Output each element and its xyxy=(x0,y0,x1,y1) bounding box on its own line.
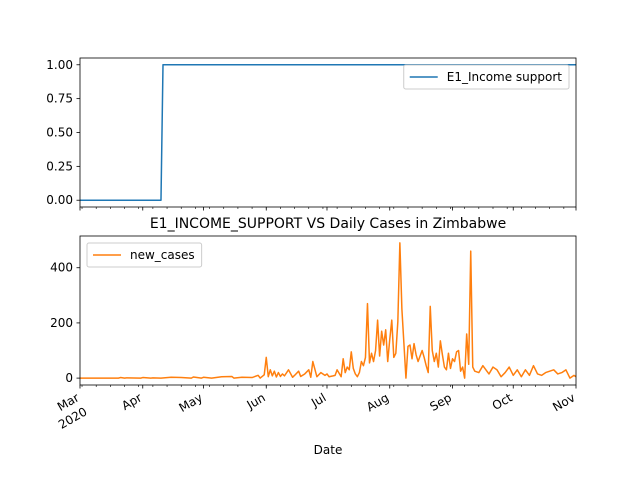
x-axis-label: Date xyxy=(314,443,343,457)
y-tick-label: 1.00 xyxy=(46,58,73,72)
top-legend-label: E1_Income support xyxy=(447,70,563,84)
y-tick-label: 0.50 xyxy=(46,126,73,140)
top-y-ticks: 0.00 0.25 0.50 0.75 1.00 xyxy=(46,58,80,207)
series-line-new-cases xyxy=(80,242,576,379)
bottom-legend-box xyxy=(86,242,203,268)
y-tick-label: 0.25 xyxy=(46,159,73,173)
bottom-series-layer xyxy=(80,242,576,379)
y-tick-label: 0.00 xyxy=(46,193,73,207)
y-tick-label: 0 xyxy=(65,371,73,385)
top-x-ticks xyxy=(79,207,577,211)
bottom-y-ticks: 0 200 400 xyxy=(50,261,80,385)
x-tick-label: Jul xyxy=(308,390,328,410)
y-tick-label: 200 xyxy=(50,316,73,330)
series-line-e1-income-support xyxy=(80,64,576,201)
top-subplot: 0.00 0.25 0.50 0.75 1.00 E1_Income support xyxy=(46,57,577,211)
top-legend-box xyxy=(403,64,570,90)
bottom-legend-label: new_cases xyxy=(130,248,195,262)
y-tick-label: 400 xyxy=(50,261,73,275)
top-series-layer xyxy=(80,64,576,201)
y-tick-label: 0.75 xyxy=(46,92,73,106)
bottom-legend: new_cases xyxy=(86,242,203,268)
top-legend: E1_Income support xyxy=(403,64,570,90)
bottom-axes-frame xyxy=(79,235,577,386)
bottom-chart-title: E1_INCOME_SUPPORT VS Daily Cases in Zimb… xyxy=(150,216,506,232)
